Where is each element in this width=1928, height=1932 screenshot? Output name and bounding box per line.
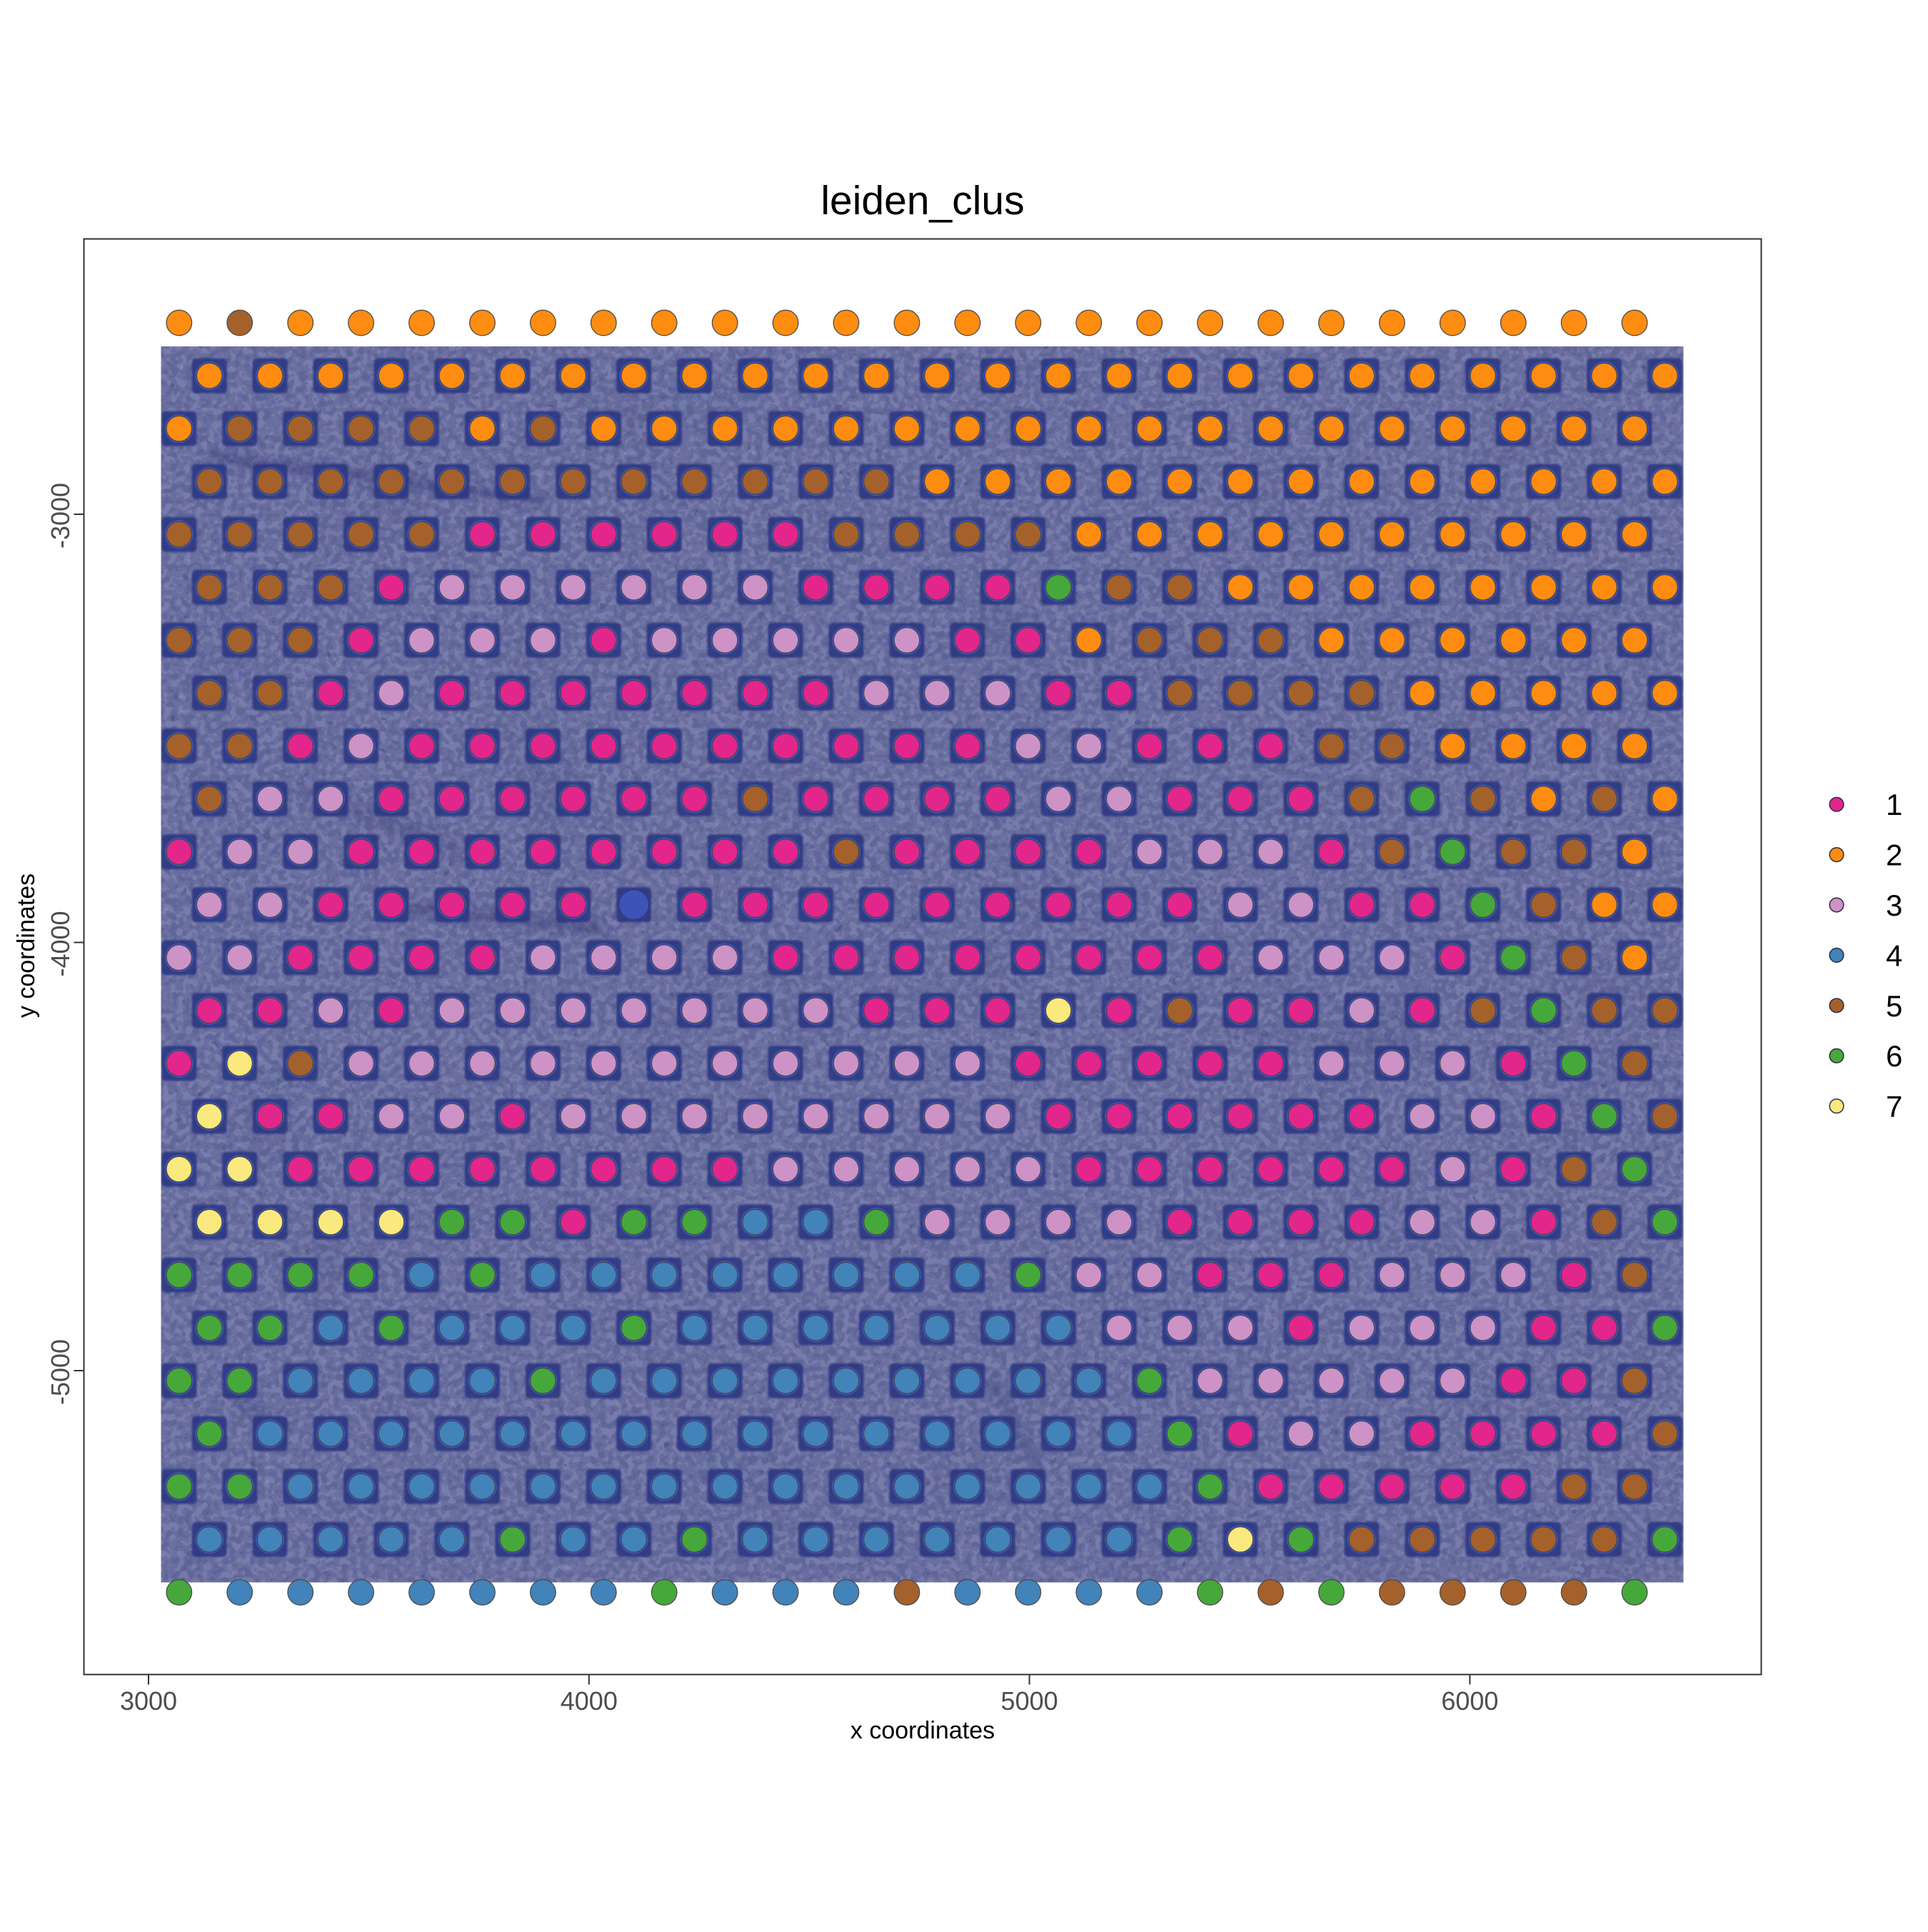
svg-text:4: 4 (1886, 939, 1902, 972)
svg-text:3000: 3000 (120, 1686, 177, 1716)
svg-text:-4000: -4000 (46, 911, 75, 976)
svg-text:x coordinates: x coordinates (850, 1717, 995, 1744)
svg-text:6: 6 (1886, 1039, 1902, 1073)
svg-text:7: 7 (1886, 1090, 1902, 1123)
svg-text:leiden_clus: leiden_clus (820, 178, 1024, 224)
svg-text:4000: 4000 (561, 1686, 618, 1716)
svg-text:y coordinates: y coordinates (13, 874, 40, 1018)
svg-text:-3000: -3000 (46, 483, 75, 549)
svg-text:-5000: -5000 (46, 1339, 75, 1405)
svg-text:3: 3 (1886, 889, 1902, 922)
svg-text:2: 2 (1886, 839, 1902, 872)
svg-text:5: 5 (1886, 989, 1902, 1023)
svg-text:1: 1 (1886, 788, 1902, 821)
svg-text:6000: 6000 (1441, 1686, 1498, 1716)
svg-text:5000: 5000 (1001, 1686, 1058, 1716)
